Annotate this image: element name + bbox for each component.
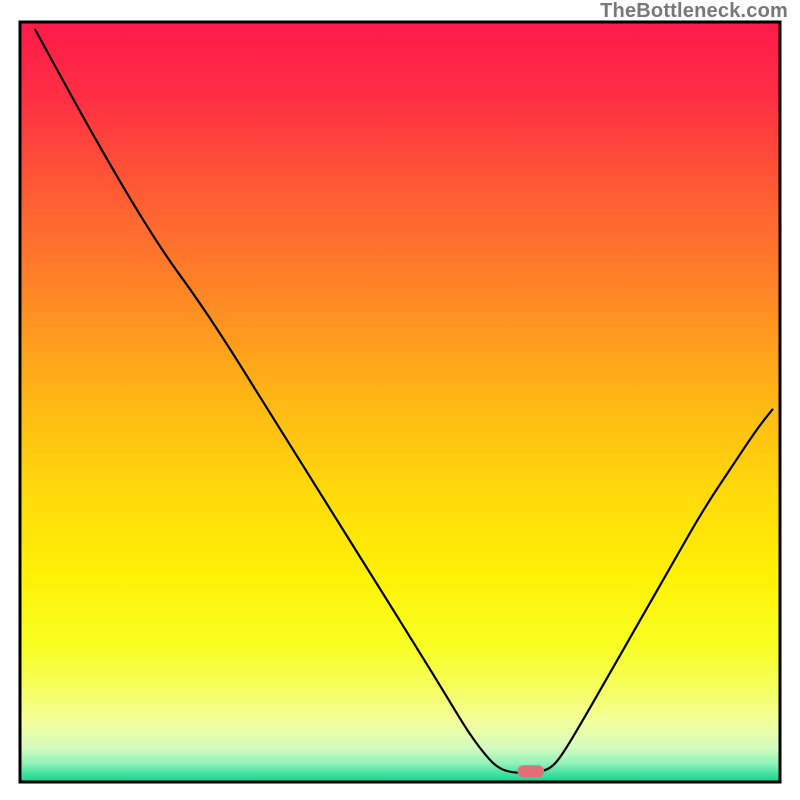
chart-root: TheBottleneck.com: [0, 0, 800, 800]
chart-background: [20, 22, 780, 782]
bottleneck-chart: [0, 0, 800, 800]
optimal-marker: [517, 765, 544, 777]
